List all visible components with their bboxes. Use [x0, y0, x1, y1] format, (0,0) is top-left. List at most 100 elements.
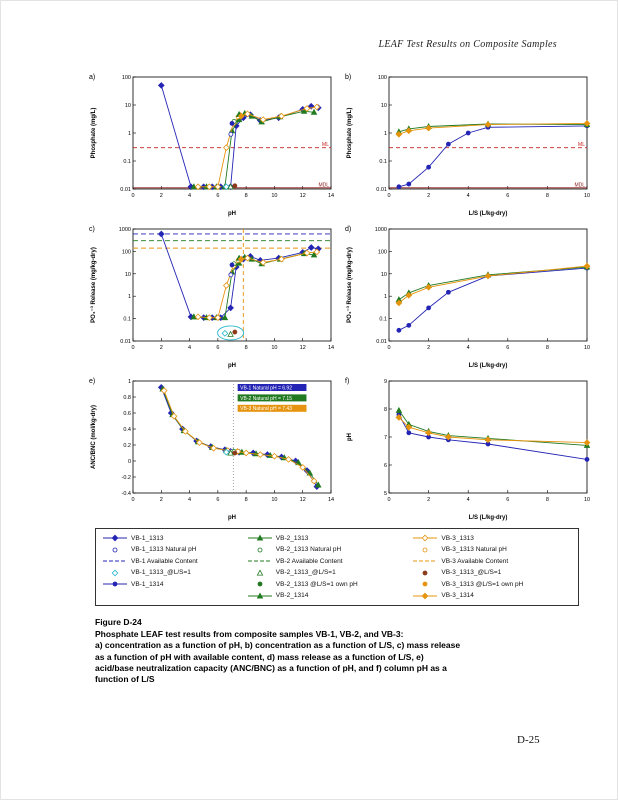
x-axis-label: pH — [228, 211, 236, 217]
plot-frame — [388, 76, 588, 190]
data-point-diamond — [256, 451, 264, 458]
chart-phosphate-vs-ls: 0 2 4 6 8 10 0.01 0.1 1 10 100 L/S (L/kg-dry) Phosph… — [343, 67, 595, 217]
series-line — [398, 265, 588, 304]
legend-entry: VB-3_1314 — [412, 591, 572, 601]
data-point-diamond — [196, 439, 203, 446]
legend-entry: VB-2_1314 — [247, 591, 407, 601]
x-tick-label: 0 — [387, 497, 390, 503]
chart-phosphate-vs-ph: 0 2 4 6 8 10 12 14 0.01 0.1 1 10 100 pH Phosphate (mg/… — [87, 67, 339, 217]
series-line — [398, 267, 588, 331]
data-point-diamond — [310, 477, 318, 485]
y-tick-label: 0.01 — [376, 339, 387, 345]
data-point-diamond — [583, 120, 591, 127]
data-point-diamond — [484, 436, 492, 444]
x-axis-label: L/S (L/kg-dry) — [469, 363, 508, 369]
x-tick-label: 10 — [271, 193, 277, 199]
x-axis-label: L/S (L/kg-dry) — [469, 515, 508, 521]
x-tick-label: 10 — [584, 193, 590, 199]
y-tick-label: 1 — [128, 131, 131, 137]
data-point-diamond — [303, 249, 311, 257]
legend-label: VB-1_1313_@L/S=1 — [131, 569, 191, 576]
series-line — [160, 85, 319, 188]
chart-svg: 0 2 4 6 8 10 0.01 0.1 1 10 100 L/S (L/kg-dry) Phosph… — [345, 74, 591, 217]
x-tick-label: 8 — [245, 345, 248, 351]
annotation-box — [237, 394, 307, 402]
data-point-diamond — [259, 116, 267, 124]
y-tick-label: 0.1 — [123, 317, 131, 323]
y-tick-label: -0.4 — [122, 491, 131, 497]
data-point-diamond — [583, 439, 591, 446]
legend-entry: VB-1_1314 — [102, 579, 241, 589]
x-tick-label: 0 — [131, 193, 134, 199]
series-line — [163, 390, 315, 482]
y-axis-label: PO₄⁻³ Release (mg/kg-dry) — [90, 247, 97, 323]
y-tick-label: 8 — [384, 407, 387, 413]
legend-marker-icon — [422, 570, 428, 575]
data-point-diamond — [405, 291, 413, 299]
series-line — [162, 388, 319, 486]
data-point-diamond — [299, 464, 307, 471]
data-point-diamond — [285, 456, 292, 463]
legend-label: VB-3_1314 — [441, 592, 474, 599]
data-point-diamond — [583, 262, 591, 270]
data-point-diamond — [222, 282, 230, 289]
legend-marker-icon — [103, 534, 127, 542]
series-line — [398, 414, 588, 460]
x-tick-label: 8 — [245, 193, 248, 199]
data-point-circle — [406, 322, 412, 328]
x-tick-label: 8 — [245, 497, 248, 503]
x-tick-label: 0 — [387, 345, 390, 351]
data-point-circle — [257, 547, 263, 552]
panel-letter: a) — [89, 74, 95, 81]
data-point-circle — [396, 184, 402, 190]
data-point-diamond — [170, 412, 178, 420]
y-tick-label: 5 — [384, 491, 387, 497]
data-point-diamond — [222, 183, 230, 191]
x-tick-label: 6 — [506, 497, 509, 503]
legend-entry: VB-2 Available Content — [247, 556, 407, 566]
legend-entry: VB-2_1313 — [247, 533, 407, 543]
legend: VB-1_1313 VB-1_1313 Natural pH VB-1 Availa… — [95, 528, 579, 606]
data-point-triangle — [256, 591, 264, 598]
data-point-circle — [112, 581, 118, 587]
x-tick-label: 10 — [271, 497, 277, 503]
legend-entry: VB-2_1313 Natural pH — [247, 545, 407, 555]
reference-line-label: MDL — [318, 182, 329, 188]
legend-label: VB-2_1314 — [275, 592, 309, 599]
x-tick-label: 4 — [467, 345, 470, 351]
series-line — [398, 125, 588, 188]
data-point-circle — [232, 329, 238, 335]
data-point-triangle — [227, 183, 234, 190]
x-tick-label: 14 — [328, 497, 334, 503]
y-tick-label: 10 — [381, 272, 387, 278]
data-point-circle — [406, 430, 412, 436]
panel-letter: f) — [345, 378, 349, 385]
series-line — [193, 110, 315, 188]
x-tick-label: 6 — [506, 345, 509, 351]
x-tick-label: 12 — [300, 193, 306, 199]
data-point-circle — [228, 272, 234, 278]
legend-label: VB-2 Available Content — [275, 557, 343, 565]
cluster-highlight — [217, 325, 245, 341]
data-point-diamond — [395, 130, 403, 138]
panel-letter: b) — [345, 74, 351, 81]
y-axis-label: Phosphate (mg/L) — [347, 108, 353, 159]
legend-marker-icon — [257, 547, 263, 552]
data-point-diamond — [194, 313, 202, 321]
data-point-triangle — [314, 481, 322, 488]
x-tick-label: 2 — [160, 497, 163, 503]
y-tick-label: 0.2 — [123, 443, 131, 449]
chart-ancbnc-vs-ph: 0 2 4 6 8 10 12 14 -0.4 -0.2 0 0.2 0.4 0.6 0.8 1 pH ANC/B… — [87, 371, 339, 521]
y-tick-label: 100 — [122, 249, 131, 255]
data-point-diamond — [214, 183, 222, 191]
legend-marker-icon — [257, 581, 263, 587]
data-point-triangle — [300, 107, 308, 114]
legend-marker-icon — [247, 534, 272, 541]
legend-entry: VB-1_1313 — [102, 533, 241, 543]
x-tick-label: 4 — [188, 193, 191, 199]
x-tick-label: 6 — [216, 345, 219, 351]
y-tick-label: 0.01 — [120, 339, 131, 345]
legend-label: VB-1_1313 — [131, 534, 164, 542]
data-point-circle — [229, 121, 235, 126]
